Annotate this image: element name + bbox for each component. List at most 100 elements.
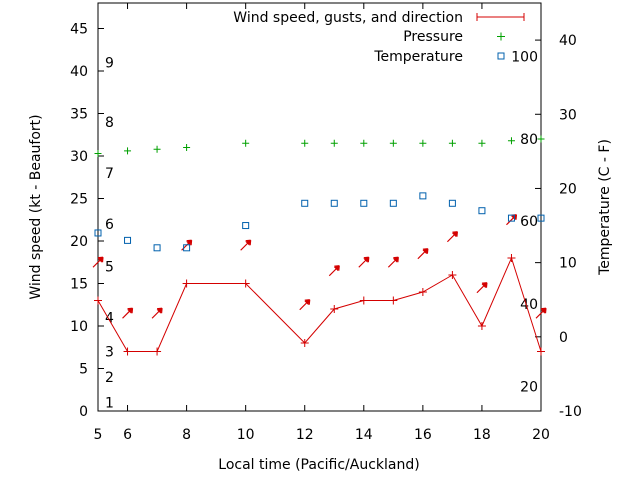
pressure-point	[153, 145, 161, 153]
y-tick-label: 45	[70, 22, 88, 38]
wind-point	[300, 339, 309, 347]
pressure-point	[419, 139, 427, 147]
pressure-point	[183, 144, 191, 151]
x-tick-label: 6	[123, 427, 132, 443]
temperature-point	[448, 199, 456, 207]
wind-point	[448, 271, 457, 279]
temperature-point	[537, 214, 545, 222]
x-tick-label: 8	[182, 427, 191, 443]
gust-arrow-head	[392, 256, 399, 263]
temperature-point	[478, 207, 486, 215]
beaufort-label: 7	[105, 166, 114, 182]
y2-tick-label: 30	[559, 107, 577, 123]
pressure-point	[389, 139, 397, 147]
temperature-point	[94, 229, 102, 237]
wind-point	[182, 279, 191, 288]
pressure-point	[448, 139, 456, 147]
plot-frame-group	[97, 2, 542, 412]
temperature-point	[124, 236, 132, 244]
pressure-point	[478, 139, 486, 147]
y-tick-label: 10	[70, 319, 88, 335]
gust-arrow-head	[363, 256, 370, 263]
y-tick-label: 0	[79, 404, 88, 420]
pressure-point	[301, 139, 309, 147]
beaufort-label: 9	[105, 56, 114, 72]
wind-point	[330, 305, 339, 313]
pressure-point	[507, 137, 515, 145]
wind-point	[123, 347, 132, 356]
gust-arrow-head	[333, 265, 340, 272]
wind-point	[94, 296, 102, 305]
pressure-point	[330, 139, 338, 147]
beaufort-label: 4	[105, 311, 114, 327]
gust-arrow-head	[245, 239, 252, 246]
temperature-point	[330, 199, 338, 207]
legend-temperature-label: Temperature	[373, 49, 463, 65]
gust-arrow-head	[97, 256, 104, 263]
x-tick-label: 5	[94, 427, 103, 443]
wind-speed-line	[97, 256, 542, 352]
gust-arrow-head	[127, 307, 133, 314]
temperature-point	[389, 199, 397, 207]
x-tick-label: 16	[414, 427, 432, 443]
legend-pressure-label: Pressure	[403, 29, 463, 45]
y-tick-label: 40	[70, 64, 88, 80]
pressure-point	[124, 147, 132, 155]
wind-point	[359, 296, 368, 305]
beaufort-label: 2	[105, 370, 114, 386]
y2-axis-label: Temperature (C - F)	[597, 139, 613, 276]
x-tick-label: 18	[473, 427, 491, 443]
x-tick-label: 14	[355, 427, 373, 443]
pressure-point	[360, 139, 368, 147]
fahrenheit-label: 20	[520, 380, 538, 396]
y-tick-label: 5	[79, 362, 88, 378]
wind-point	[507, 254, 516, 262]
y-axis-label: Wind speed (kt - Beaufort)	[28, 114, 44, 299]
y2-tick-label: -10	[559, 404, 582, 420]
y2-tick-label: 20	[559, 181, 577, 197]
temperature-point	[153, 244, 161, 252]
wind-point	[389, 296, 398, 305]
y-tick-label: 25	[70, 192, 88, 208]
gust-arrow-head	[186, 239, 192, 246]
temperature-point	[360, 199, 368, 207]
legend-pressure-swatch	[497, 32, 505, 41]
beaufort-label: 3	[105, 345, 114, 361]
y-tick-label: 35	[70, 107, 88, 123]
gust-arrow-head	[481, 282, 488, 289]
x-tick-label: 12	[296, 427, 314, 443]
x-tick-label: 10	[237, 427, 255, 443]
beaufort-label: 1	[105, 396, 114, 412]
y2-tick-label: 10	[559, 256, 577, 272]
y-tick-label: 30	[70, 149, 88, 165]
fahrenheit-label: 80	[520, 132, 538, 148]
fahrenheit-label: 60	[520, 214, 538, 230]
x-axis-label: Local time (Pacific/Auckland)	[218, 457, 419, 473]
wind-point	[153, 347, 162, 356]
y-tick-label: 15	[70, 277, 88, 293]
pressure-point	[537, 135, 545, 143]
wind-point	[537, 347, 545, 356]
fahrenheit-label: 100	[511, 49, 538, 65]
y2-tick-label: 0	[559, 330, 568, 346]
temperature-point	[301, 199, 309, 207]
pressure-point	[94, 149, 102, 157]
fahrenheit-label: 40	[520, 297, 538, 313]
legend-temperature-swatch	[497, 52, 505, 60]
beaufort-label: 5	[105, 260, 114, 276]
gust-arrow-head	[540, 307, 547, 314]
x-tick-label: 20	[532, 427, 550, 443]
legend-wind-label: Wind speed, gusts, and direction	[233, 10, 463, 26]
temperature-point	[242, 222, 250, 230]
temperature-point	[183, 244, 191, 252]
gust-arrow-head	[422, 248, 429, 255]
wind-point	[241, 279, 250, 288]
plot-frame	[97, 2, 542, 412]
wind-point	[477, 322, 486, 330]
y2-tick-label: 40	[559, 33, 577, 49]
gust-arrow-head	[304, 299, 311, 306]
temperature-point	[419, 192, 427, 200]
beaufort-label: 6	[105, 217, 114, 233]
wind-point	[418, 288, 427, 296]
